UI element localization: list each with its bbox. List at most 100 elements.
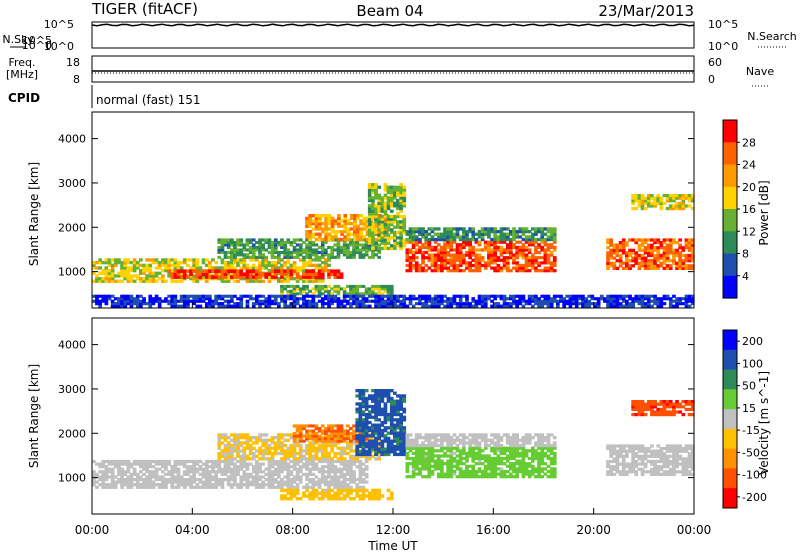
heatmap-cell [480,297,485,301]
heatmap-cell [255,454,259,458]
heatmap-cell [427,464,432,468]
heatmap-cell [107,294,112,298]
heatmap-cell [104,294,109,298]
heatmap-cell [145,485,149,489]
heatmap-cell [458,243,463,247]
heatmap-cell [402,436,407,441]
heatmap-cell [499,232,504,236]
heatmap-cell [208,465,212,469]
heatmap-cell [164,299,168,303]
heatmap-cell [418,237,422,242]
heatmap-cell [295,248,300,252]
heatmap-cell [123,274,128,278]
heatmap-cell [192,467,196,471]
heatmap-cell [549,261,554,265]
heatmap-cell [359,232,364,236]
heatmap-cell [606,261,610,265]
heatmap-cell [358,294,363,298]
heatmap-cell [242,483,247,487]
heatmap-cell [258,451,262,456]
heatmap-cell [449,258,454,262]
heatmap-cell [346,250,350,254]
heatmap-cell [474,240,479,244]
heatmap-cell [245,485,250,489]
heatmap-cell [578,302,582,306]
heatmap-cell [684,304,689,308]
heatmap-cell [596,299,601,303]
heatmap-cell [681,201,686,205]
heatmap-cell [393,294,397,298]
heatmap-cell [546,230,551,234]
heatmap-cell [593,302,598,306]
heatmap-cell [380,214,385,219]
heatmap-cell [659,261,664,265]
heatmap-cell [640,243,645,247]
heatmap-cell [690,253,695,258]
power-cells [92,183,695,308]
heatmap-cell [637,201,642,205]
heatmap-cell [226,465,231,469]
heatmap-cell [311,294,316,298]
heatmap-cell [264,483,269,487]
heatmap-cell [92,299,96,303]
heatmap-cell [355,452,360,457]
heatmap-cell [480,230,485,234]
heatmap-cell [487,256,491,260]
heatmap-cell [327,258,331,262]
heatmap-cell [214,465,218,469]
heatmap-cell [151,258,156,262]
heatmap-cell [330,302,334,306]
heatmap-cell [327,427,331,431]
heatmap-cell [179,269,184,273]
heatmap-cell [355,248,360,252]
heatmap-cell [377,299,381,303]
heatmap-cell [258,436,262,440]
heatmap-cell [120,459,124,464]
heatmap-cell [154,258,159,262]
heatmap-cell [440,261,444,265]
heatmap-cell [430,258,435,262]
heatmap-cell [380,230,385,235]
heatmap-cell [675,253,679,258]
heatmap-cell [170,269,175,273]
heatmap-cell [358,253,363,257]
heatmap-cell [647,246,651,250]
heatmap-cell [515,302,519,306]
heatmap-cell [477,232,482,236]
heatmap-cell [483,263,488,268]
heatmap-cell [515,269,519,273]
heatmap-cell [107,277,112,281]
heatmap-cell [220,243,225,247]
heatmap-cell [653,256,657,260]
heatmap-cell [223,449,228,453]
heatmap-cell [361,452,366,457]
heatmap-cell [148,297,153,301]
heatmap-cell [305,216,309,220]
heatmap-cell [107,467,112,471]
freq-panel-frame [91,55,695,83]
heatmap-cell [98,470,102,474]
heatmap-cell [239,483,244,487]
heatmap-cell [283,475,287,479]
heatmap-cell [270,480,275,484]
heatmap-cell [371,426,375,430]
heatmap-cell [452,456,457,461]
heatmap-cell [220,240,225,244]
heatmap-cell [298,467,303,471]
heatmap-cell [524,237,529,242]
heatmap-cell [261,480,265,484]
heatmap-cell [377,209,381,213]
heatmap-cell [342,478,347,482]
heatmap-cell [258,248,262,252]
heatmap-cell [230,451,234,456]
heatmap-cell [656,238,661,242]
heatmap-cell [468,469,472,474]
heatmap-cell [672,304,676,308]
heatmap-cell [355,394,360,398]
heatmap-cell [364,292,369,296]
heatmap-cell [606,259,610,263]
heatmap-cell [603,299,607,303]
heatmap-cell [549,237,554,242]
heatmap-cell [490,261,494,265]
heatmap-cell [675,302,679,306]
